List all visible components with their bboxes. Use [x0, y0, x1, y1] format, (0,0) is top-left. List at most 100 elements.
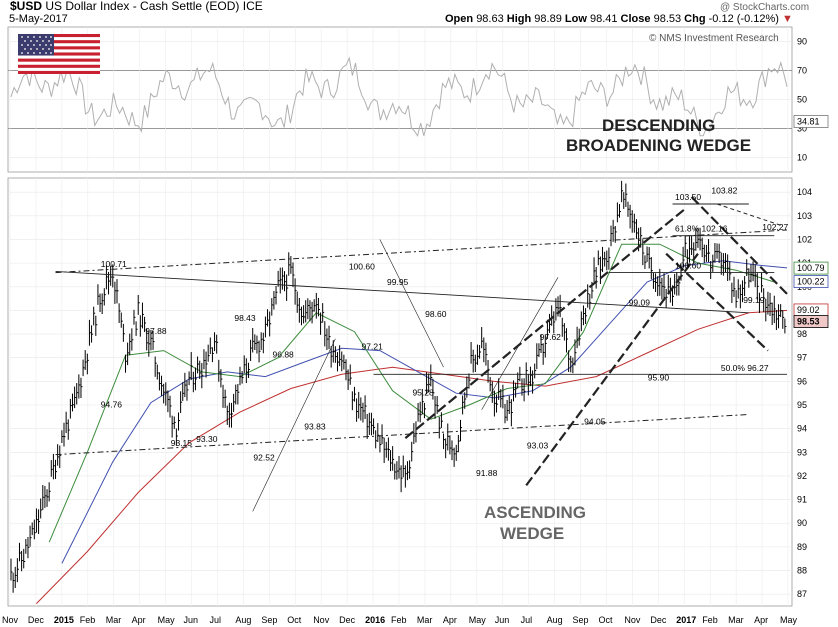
x-tick-label: Sep	[573, 615, 589, 625]
price-point-label: 95.90	[648, 373, 670, 383]
price-tick-label: 92	[797, 471, 807, 481]
x-tick-label: May	[158, 615, 176, 625]
x-tick-label: Jul	[209, 615, 221, 625]
price-point-label: 99.19	[743, 295, 765, 305]
chg-value: -0.12 (-0.12%)	[708, 13, 779, 25]
x-tick-label: 2016	[365, 615, 385, 625]
x-tick-label: Apr	[443, 615, 457, 625]
x-tick-label: Jul	[521, 615, 533, 625]
high-value: 98.89	[534, 13, 562, 25]
x-tick-label: Mar	[417, 615, 433, 625]
us-flag-icon	[18, 34, 100, 74]
price-point-label: 97.62	[540, 332, 562, 342]
rsi-tick-label: 10	[797, 153, 807, 163]
x-tick-label: May	[780, 615, 798, 625]
price-point-label: 93.30	[196, 434, 218, 444]
open-label: Open	[445, 13, 474, 25]
x-tick-label: Dec	[650, 615, 667, 625]
price-point-label: 95.28	[412, 387, 434, 397]
ma-value-box-blue	[793, 275, 829, 288]
last-price-box	[793, 315, 829, 328]
stockcharts-watermark: @ StockCharts.com	[720, 2, 810, 13]
price-tick-label: 96	[797, 376, 807, 386]
price-tick-label: 90	[797, 518, 807, 528]
price-point-label: 96.88	[273, 350, 295, 360]
price-point-label: 103.82	[711, 185, 737, 195]
x-tick-label: Aug	[547, 615, 563, 625]
asc-wedge-lower	[525, 253, 699, 487]
price-tick-label: 88	[797, 566, 807, 576]
x-tick-label: Dec	[339, 615, 356, 625]
price-tick-label: 95	[797, 400, 807, 410]
price-tick-label: 89	[797, 542, 807, 552]
light-line-1	[252, 338, 336, 512]
nms-credit: © NMS Investment Research	[649, 33, 779, 44]
x-tick-label: Feb	[702, 615, 718, 625]
asc-wedge-title-line2: WEDGE	[500, 524, 564, 543]
price-point-label: 97.21	[362, 342, 384, 352]
fib-label: 100.60	[675, 261, 701, 271]
rsi-tick-label: 50	[797, 95, 807, 105]
symbol: $USD	[10, 0, 43, 13]
x-tick-label: Dec	[28, 615, 45, 625]
x-tick-label: 2015	[54, 615, 74, 625]
rsi-current-value: 34.81	[797, 117, 820, 127]
price-point-label: 94.05	[584, 416, 606, 426]
high-label: High	[506, 13, 532, 25]
price-tick-label: 87	[797, 589, 807, 599]
fib-label: 103.50	[675, 192, 701, 202]
right-value-label: 99.02	[797, 305, 820, 315]
x-tick-label: Nov	[624, 615, 641, 625]
right-value-label: 100.79	[797, 263, 825, 273]
x-tick-label: Nov	[2, 615, 19, 625]
price-point-label: 98.43	[234, 313, 256, 323]
price-tick-label: 98	[797, 329, 807, 339]
close-label: Close	[620, 13, 651, 25]
price-point-label: 94.76	[101, 400, 123, 410]
lower-channel-line	[55, 413, 749, 456]
rsi-tick-label: 70	[797, 66, 807, 76]
price-point-label: 93.15	[171, 438, 193, 448]
price-point-label: 99.95	[387, 277, 409, 287]
upper-channel-line	[55, 229, 788, 274]
x-tick-label: Jun	[495, 615, 510, 625]
price-tick-label: 91	[797, 495, 807, 505]
x-tick-label: Apr	[132, 615, 146, 625]
price-point-label: 91.88	[476, 468, 498, 478]
desc-wedge-title-line2: BROADENING WEDGE	[566, 136, 751, 155]
light-line-2	[379, 239, 444, 368]
close-value: 98.53	[653, 13, 682, 25]
price-tick-label: 97	[797, 353, 807, 363]
desc-wedge-upper	[690, 196, 788, 295]
index-name: US Dollar Index - Cash Settle (EOD)	[45, 0, 240, 13]
x-tick-label: Mar	[728, 615, 744, 625]
ma-value-box-green	[793, 261, 829, 275]
low-value: 98.41	[589, 13, 618, 25]
x-tick-label: Aug	[235, 615, 251, 625]
price-point-label: 100.60	[349, 262, 375, 272]
price-point-label: 98.60	[425, 309, 447, 319]
fib-label: 50.0% 96.27	[721, 363, 769, 373]
price-point-label: 93.83	[304, 422, 326, 432]
asc-wedge-title-line1: ASCENDING	[484, 503, 586, 522]
desc-wedge-title-line1: DESCENDING	[602, 116, 715, 135]
price-tick-label: 93	[797, 447, 807, 457]
x-tick-label: Feb	[80, 615, 96, 625]
rsi-tick-label: 30	[797, 124, 807, 134]
chart-date: 5-May-2017	[9, 13, 68, 25]
price-tick-label: 94	[797, 424, 807, 434]
price-point-label: 97.88	[145, 326, 167, 336]
price-point-label: 100.71	[101, 259, 127, 269]
x-tick-label: Nov	[313, 615, 330, 625]
x-tick-label: Feb	[391, 615, 407, 625]
quote-bar: Open 98.63 High 98.89 Low 98.41 Close 98…	[445, 13, 793, 25]
price-bars	[10, 180, 787, 593]
x-tick-label: Apr	[754, 615, 768, 625]
rsi-tick-label: 90	[797, 37, 807, 47]
price-point-label: 102.27	[762, 222, 788, 232]
rsi-current-box	[793, 115, 829, 128]
ma-red-line	[36, 309, 788, 604]
right-value-label: 100.22	[797, 277, 825, 287]
x-tick-label: Mar	[106, 615, 122, 625]
